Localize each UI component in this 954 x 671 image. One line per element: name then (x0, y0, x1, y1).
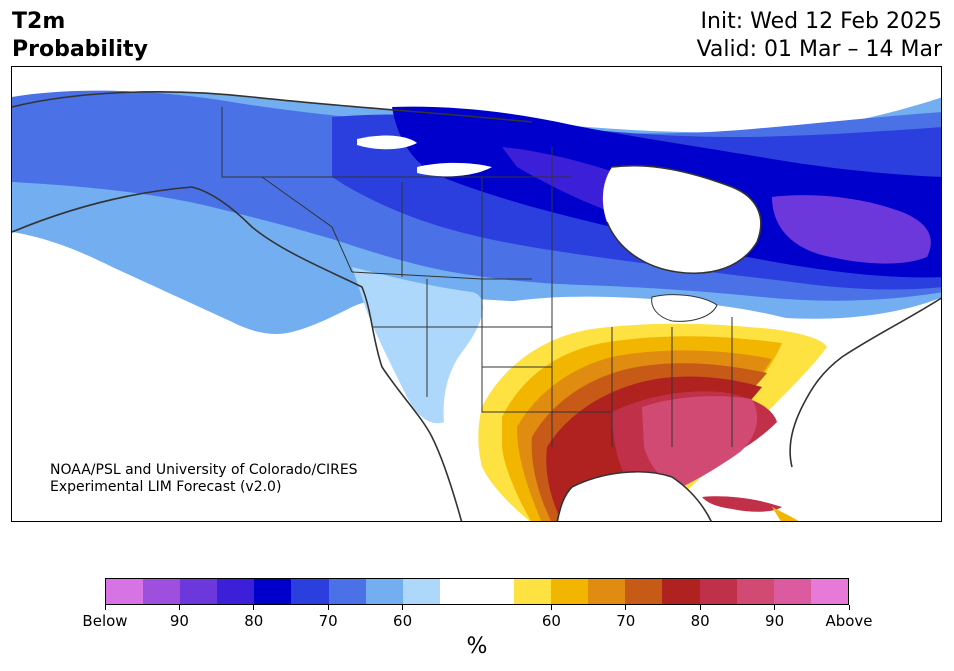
colorbar-segment (625, 579, 663, 604)
colorbar-segment (143, 579, 181, 604)
colorbar-tick (327, 605, 329, 610)
colorbar-segment (439, 579, 477, 604)
ocean-atlantic (790, 298, 941, 521)
colorbar-tick (402, 605, 404, 610)
map-canvas (12, 67, 941, 521)
colorbar-tick-label: Above (825, 612, 873, 630)
region-orange-island (772, 507, 799, 521)
colorbar-segment (551, 579, 589, 604)
colorbar-segment (476, 579, 515, 604)
colorbar-tick (104, 605, 106, 610)
ocean-pacific (12, 232, 441, 521)
colorbar-segment (588, 579, 626, 604)
map-title: T2m Probability (12, 8, 148, 64)
credit-line-1: NOAA/PSL and University of Colorado/CIRE… (50, 462, 358, 478)
colorbar-tick-label: 60 (393, 612, 413, 630)
region-cuba (702, 496, 782, 512)
colorbar-tick (550, 605, 552, 610)
colorbar-segment (291, 579, 329, 604)
lake-white-1 (357, 135, 417, 150)
colorbar-tick (774, 605, 776, 610)
colorbar-tick-label: 70 (318, 612, 338, 630)
colorbar-tick-label: 60 (541, 612, 561, 630)
colorbar-tick-label: Below (82, 612, 128, 630)
colorbar (105, 578, 849, 605)
colorbar-segment (106, 579, 144, 604)
colorbar-tick (253, 605, 255, 610)
colorbar-segment (365, 579, 403, 604)
region-pink (642, 396, 758, 487)
colorbar-tick-label: 90 (169, 612, 189, 630)
ocean-gulf-of-mexico (557, 471, 711, 521)
colorbar-segment (514, 579, 552, 604)
region-violet (772, 195, 931, 264)
great-lakes (651, 294, 718, 322)
colorbar-segment (736, 579, 774, 604)
credit-text: NOAA/PSL and University of Colorado/CIRE… (50, 462, 358, 496)
probability-map: NOAA/PSL and University of Colorado/CIRE… (11, 66, 942, 522)
colorbar-segment (217, 579, 255, 604)
colorbar-segment (699, 579, 737, 604)
region-light-blue-west (352, 267, 483, 424)
colorbar-segment (254, 579, 292, 604)
colorbar-tick (699, 605, 701, 610)
init-date: Init: Wed 12 Feb 2025 (700, 9, 942, 34)
borders (221, 107, 733, 447)
title-line-1: T2m (12, 9, 66, 34)
colorbar-segment (180, 579, 218, 604)
colorbar-tick (848, 605, 850, 610)
credit-line-2: Experimental LIM Forecast (v2.0) (50, 479, 282, 495)
colorbar-segment (773, 579, 811, 604)
colorbar-tick (625, 605, 627, 610)
ocean-hudson-bay (602, 165, 761, 274)
colorbar-segment (810, 579, 848, 604)
colorbar-segment (402, 579, 440, 604)
title-line-2: Probability (12, 37, 148, 62)
colorbar-segment (662, 579, 700, 604)
ocean-arctic (12, 67, 941, 105)
colorbar-tick-label: 80 (244, 612, 264, 630)
colorbar-tick-label: 80 (690, 612, 710, 630)
forecast-dates: Init: Wed 12 Feb 2025 Valid: 01 Mar – 14… (697, 8, 942, 64)
colorbar-tick-label: 90 (765, 612, 785, 630)
colorbar-tick-label: 70 (616, 612, 636, 630)
coastlines (12, 91, 941, 521)
colorbar-tick (178, 605, 180, 610)
valid-range: Valid: 01 Mar – 14 Mar (696, 37, 942, 62)
lake-white-2 (417, 162, 492, 177)
colorbar-segment (328, 579, 366, 604)
colorbar-unit: % (466, 634, 488, 659)
